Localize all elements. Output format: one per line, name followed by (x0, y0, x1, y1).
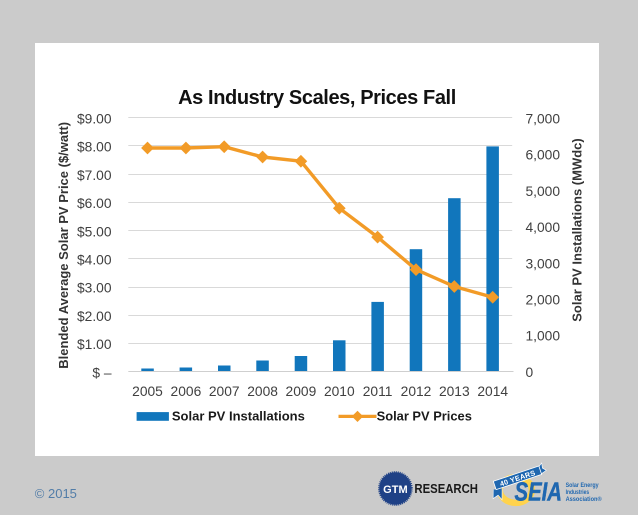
svg-text:GTM: GTM (383, 484, 407, 496)
svg-text:5,000: 5,000 (526, 184, 561, 199)
svg-text:2011: 2011 (363, 384, 393, 399)
svg-text:2014: 2014 (477, 384, 508, 399)
svg-text:As Industry Scales, Prices Fal: As Industry Scales, Prices Fall (178, 87, 456, 109)
svg-text:2006: 2006 (171, 384, 202, 399)
svg-text:Solar PV Prices: Solar PV Prices (377, 409, 472, 424)
svg-text:7,000: 7,000 (526, 112, 561, 127)
svg-text:$8.00: $8.00 (77, 140, 112, 155)
svg-text:RESEARCH: RESEARCH (414, 481, 478, 496)
svg-text:3,000: 3,000 (526, 256, 561, 271)
svg-text:$ –: $ – (92, 365, 112, 380)
svg-text:Industries: Industries (566, 489, 590, 496)
svg-text:Solar PV Installations (MWdc): Solar PV Installations (MWdc) (569, 138, 584, 321)
svg-text:2012: 2012 (401, 384, 432, 399)
svg-text:© 2015: © 2015 (35, 486, 77, 501)
svg-text:Solar PV Installations: Solar PV Installations (172, 409, 305, 424)
svg-text:$3.00: $3.00 (77, 281, 112, 296)
svg-text:$1.00: $1.00 (77, 337, 112, 352)
svg-text:2010: 2010 (324, 384, 355, 399)
svg-text:Blended Average Solar PV Price: Blended Average Solar PV Price ($/watt) (56, 122, 71, 369)
svg-text:$5.00: $5.00 (77, 224, 112, 239)
svg-text:2007: 2007 (209, 384, 240, 399)
svg-text:1,000: 1,000 (526, 329, 561, 344)
svg-text:$2.00: $2.00 (77, 309, 112, 324)
svg-text:0: 0 (526, 365, 534, 380)
svg-text:Association®: Association® (566, 495, 602, 503)
svg-text:6,000: 6,000 (526, 148, 561, 163)
svg-text:$6.00: $6.00 (77, 196, 112, 211)
svg-text:2009: 2009 (286, 384, 317, 399)
svg-text:2005: 2005 (132, 384, 163, 399)
svg-text:2008: 2008 (247, 384, 278, 399)
svg-text:$9.00: $9.00 (77, 112, 112, 127)
svg-text:4,000: 4,000 (526, 220, 561, 235)
svg-text:2013: 2013 (439, 384, 470, 399)
svg-text:$7.00: $7.00 (77, 168, 112, 183)
svg-text:Solar Energy: Solar Energy (566, 482, 599, 489)
svg-text:2,000: 2,000 (526, 293, 561, 308)
svg-text:$4.00: $4.00 (77, 253, 112, 268)
